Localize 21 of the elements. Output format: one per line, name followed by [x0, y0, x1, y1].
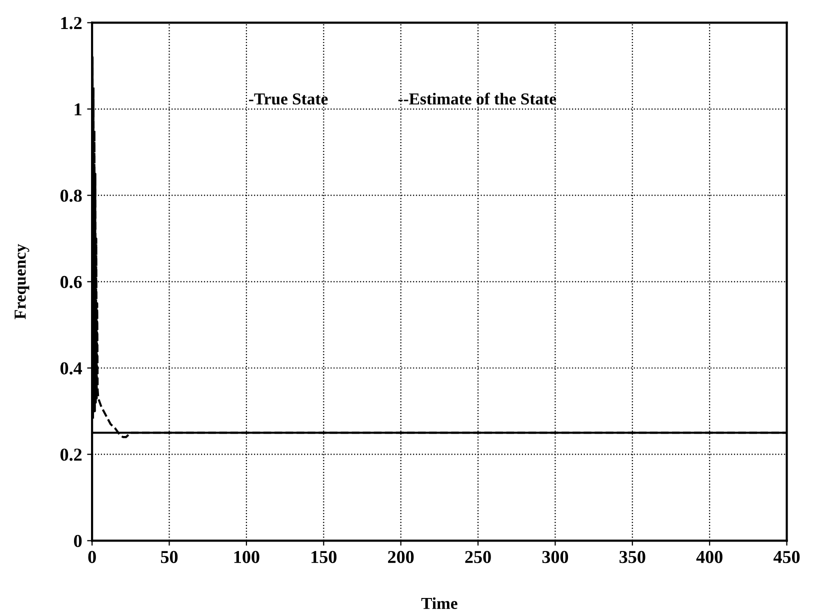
y-tick-label: 0 — [74, 534, 82, 548]
y-tick-label: 0.8 — [60, 190, 82, 202]
annotation: -True State — [248, 93, 328, 105]
x-tick-label: 400 — [696, 550, 722, 564]
x-tick-label: 100 — [234, 550, 260, 564]
x-tick-label: 350 — [620, 550, 646, 564]
x-tick-label: 50 — [160, 550, 178, 564]
y-tick-label: 0.4 — [60, 362, 82, 375]
y-tick-label: 0.6 — [60, 276, 82, 288]
x-tick-label: 200 — [388, 550, 414, 564]
x-tick-label: 300 — [542, 550, 568, 564]
x-tick-label: 150 — [312, 550, 336, 564]
y-axis-title: Frequency — [14, 244, 30, 320]
y-tick-label: 0.2 — [60, 448, 82, 461]
x-axis-title: Time — [421, 597, 458, 610]
x-tick-label: 250 — [465, 550, 491, 564]
x-tick-label: 450 — [773, 550, 800, 564]
x-tick-label: 0 — [88, 550, 96, 564]
y-tick-label: 1 — [74, 103, 82, 116]
y-tick-label: 1.2 — [61, 16, 82, 30]
annotation: --Estimate of the State — [398, 92, 556, 105]
